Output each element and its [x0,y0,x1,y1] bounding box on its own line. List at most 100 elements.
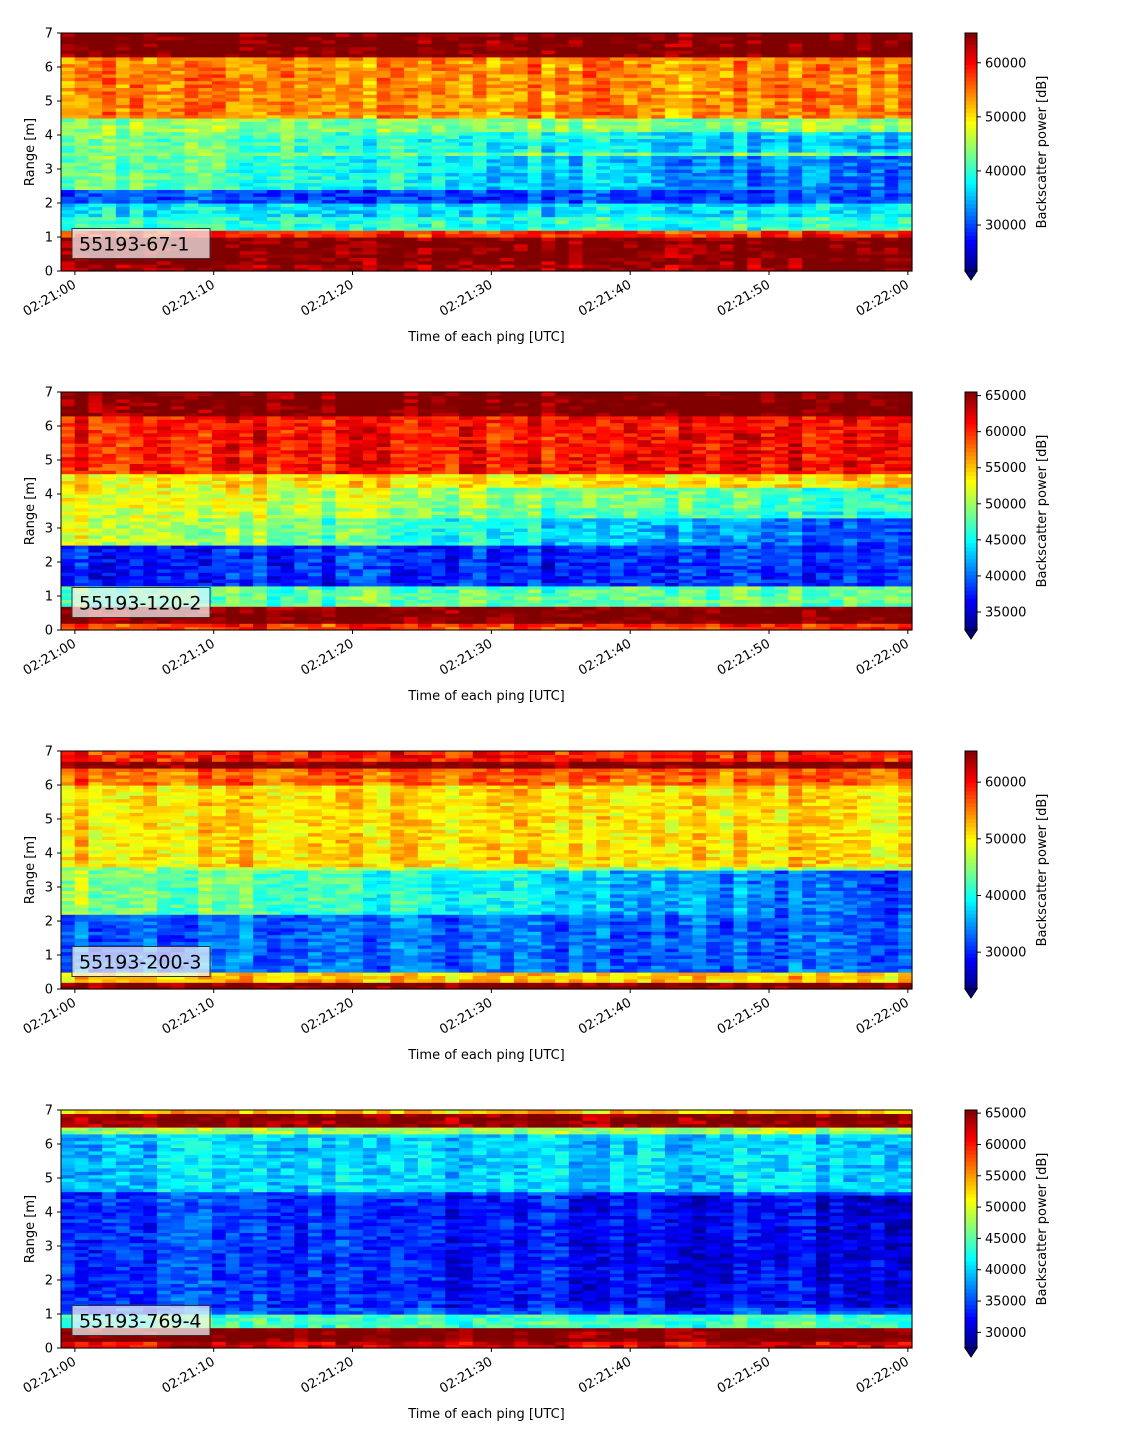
heatmap-cell [473,193,487,197]
heatmap-cell [102,470,116,474]
heatmap-cell [253,159,267,163]
heatmap-cell [116,159,130,163]
heatmap-cell [692,264,706,268]
heatmap-cell [116,183,130,187]
heatmap-cell [281,176,295,180]
heatmap-cell [830,227,844,231]
heatmap-cell [349,244,363,248]
heatmap-cell [692,210,706,214]
heatmap-cell [637,200,651,204]
heatmap-cell [843,142,857,146]
heatmap-cell [885,142,899,146]
heatmap-cell [734,251,748,255]
heatmap-cell [88,142,102,146]
heatmap-cell [583,33,597,37]
heatmap-cell [802,183,816,187]
heatmap-cell [692,132,706,136]
heatmap-cell [816,264,830,268]
heatmap-cell [75,504,89,508]
heatmap-cell [830,142,844,146]
heatmap-cell [734,227,748,231]
colorbar-segment [965,49,977,54]
colorbar-segment [965,104,977,109]
heatmap-cell [363,264,377,268]
colorbar-segment [965,37,977,42]
heatmap-cell [418,264,432,268]
heatmap-cell [239,251,253,255]
colorbar-segment [965,144,977,149]
heatmap-cell [761,217,775,221]
heatmap-cell [830,166,844,170]
heatmap-cell [432,200,446,204]
heatmap-cell [61,176,75,180]
heatmap-cell [61,210,75,214]
heatmap-cell [624,264,638,268]
heatmap-cell [734,132,748,136]
heatmap-cell [487,264,501,268]
heatmap-cell [788,159,802,163]
heatmap-cell [130,419,144,423]
heatmap-cell [116,166,130,170]
heatmap-cell [281,149,295,153]
heatmap-cell [775,142,789,146]
heatmap-cell [363,183,377,187]
heatmap-cell [679,200,693,204]
heatmap-cell [898,217,912,221]
heatmap-cell [500,193,514,197]
heatmap-cell [88,402,102,406]
heatmap-cell [706,159,720,163]
heatmap-cell [500,33,514,37]
heatmap-cell [418,183,432,187]
heatmap-cell [637,244,651,248]
heatmap-cell [555,183,569,187]
heatmap-cell [720,166,734,170]
heatmap-cell [816,217,830,221]
heatmap-cell [61,217,75,221]
colorbar-segment [965,100,977,105]
heatmap-cell [487,234,501,238]
heatmap-cell [747,176,761,180]
heatmap-cell [788,200,802,204]
heatmap-cell [665,193,679,197]
heatmap-cell [637,183,651,187]
heatmap-cell [541,142,555,146]
heatmap-cell [692,217,706,221]
heatmap-cell [514,251,528,255]
colorbar-under-arrow [965,271,977,280]
heatmap-cell [569,200,583,204]
heatmap-cell [830,193,844,197]
heatmap-cell [157,210,171,214]
heatmap-cell [377,217,391,221]
heatmap-cell [390,132,404,136]
heatmap-cell [226,183,240,187]
heatmap-cell [569,244,583,248]
heatmap-cell [336,217,350,221]
heatmap-cell [75,149,89,153]
heatmap-cell [473,166,487,170]
heatmap-cell [61,159,75,163]
heatmap-cell [816,33,830,37]
heatmap-cell [445,142,459,146]
heatmap-cell [487,149,501,153]
colorbar-segment [965,176,977,181]
heatmap-cell [747,210,761,214]
heatmap-cell [185,142,199,146]
heatmap-cell [541,176,555,180]
heatmap-cell [775,200,789,204]
heatmap-cell [308,183,322,187]
heatmap-cell [267,176,281,180]
heatmap-cell [885,200,899,204]
heatmap-cell [788,193,802,197]
heatmap-cell [198,210,212,214]
heatmap-cell [775,210,789,214]
heatmap-cell [157,176,171,180]
heatmap-cell [706,227,720,231]
heatmap-cell [885,234,899,238]
heatmap-cell [143,159,157,163]
heatmap-cell [75,264,89,268]
heatmap-cell [569,193,583,197]
heatmap-cell [843,183,857,187]
heatmap-cell [157,142,171,146]
heatmap-cell [885,132,899,136]
heatmap-cell [322,234,336,238]
